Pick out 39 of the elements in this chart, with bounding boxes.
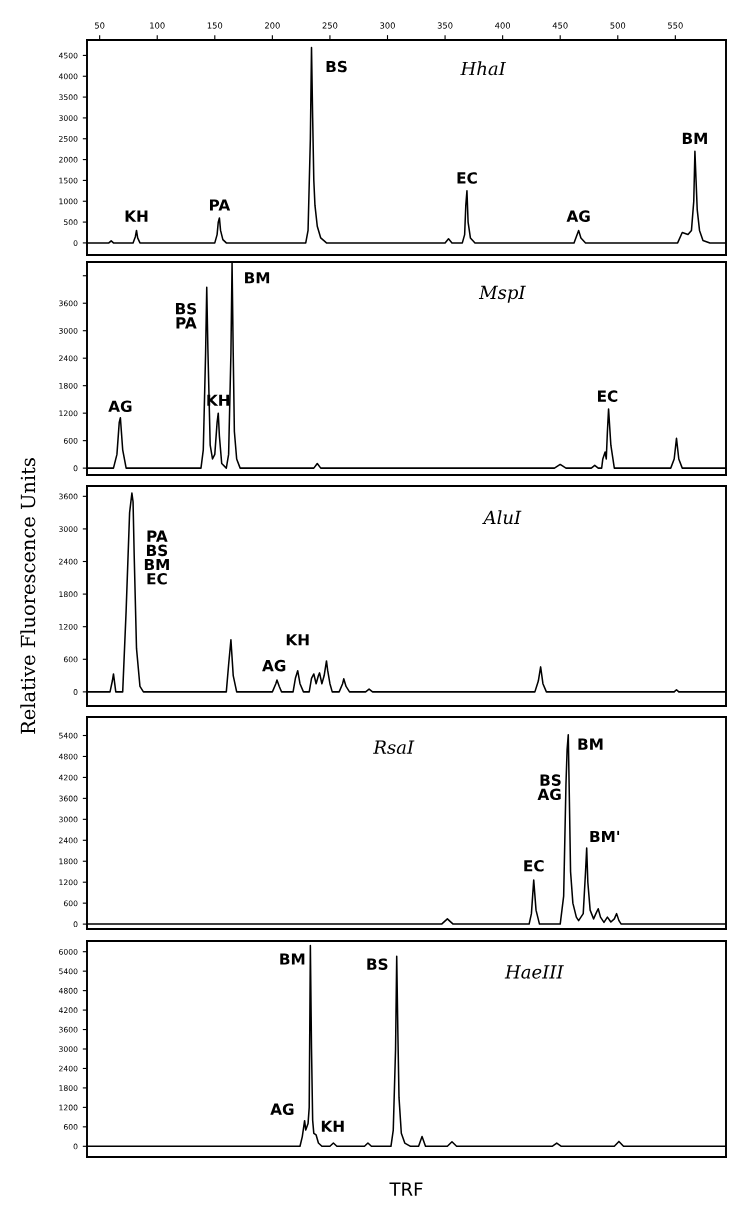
text: MspI (478, 285, 526, 303)
annotation: AG (108, 400, 132, 412)
annotation: AG (270, 1103, 294, 1115)
y-axis-title: Relative Fluorescence Units (20, 458, 36, 734)
annotation: AG (262, 659, 286, 672)
annotation: BM (578, 738, 603, 750)
annotation: BS (367, 958, 388, 970)
x-tick-label: 100 (150, 22, 165, 29)
annotation: BM (245, 272, 270, 284)
annotation: BM (280, 953, 305, 965)
annotation: EC (457, 172, 477, 184)
annotation: BM' (590, 830, 620, 843)
x-tick-label: 350 (437, 22, 453, 29)
annotation: AG (566, 210, 590, 222)
annotation: BS (326, 60, 347, 73)
annotation: EC (597, 390, 618, 402)
text: AluI (482, 510, 522, 525)
annotation: KH (125, 210, 148, 222)
annotation: BS AG (537, 774, 561, 801)
x-tick-label: 300 (380, 22, 395, 29)
annotation: EC (524, 860, 544, 872)
x-tick-label: 250 (322, 22, 338, 29)
annotation: PA BS BM EC (144, 530, 169, 585)
text: HaeIII (504, 965, 564, 979)
x-tick-label: 150 (207, 22, 223, 29)
x-axis-title: TRF (389, 1182, 423, 1196)
x-tick-label: 200 (265, 22, 280, 29)
x-tick-label: 450 (552, 22, 568, 29)
x-tick-label: 400 (495, 22, 511, 29)
annotation: KH (286, 634, 309, 646)
annotation: BS PA (175, 302, 197, 329)
text: RsaI (373, 740, 415, 755)
annotation: BM (682, 132, 707, 144)
text: HhaI (460, 61, 507, 76)
annotation: PA (210, 199, 231, 211)
x-tick-label: 550 (668, 22, 683, 29)
annotation: KH (321, 1120, 344, 1132)
x-tick-label: 500 (610, 22, 626, 29)
x-tick-label: 50 (95, 22, 105, 29)
